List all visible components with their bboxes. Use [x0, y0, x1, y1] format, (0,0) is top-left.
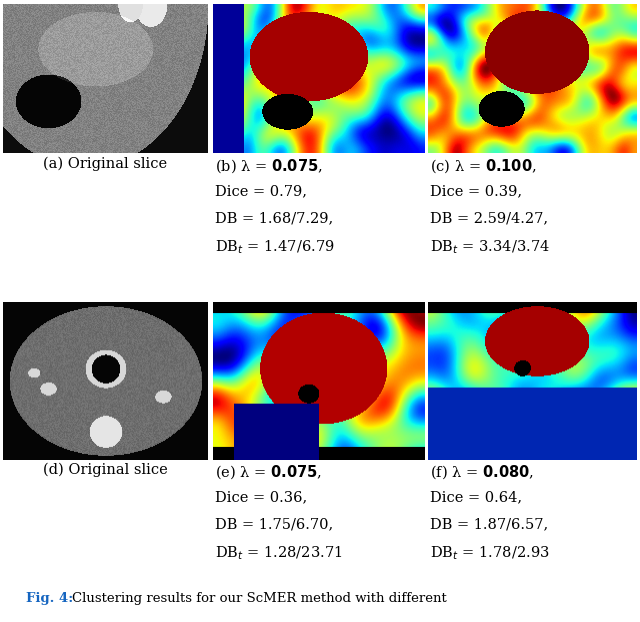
Text: Dice = 0.39,: Dice = 0.39,	[430, 184, 522, 198]
Text: DB = 2.59/4.27,: DB = 2.59/4.27,	[430, 211, 548, 225]
Text: Dice = 0.36,: Dice = 0.36,	[215, 490, 307, 504]
Text: (a) Original slice: (a) Original slice	[44, 157, 168, 172]
Text: (b) λ = $\mathbf{0.075}$,: (b) λ = $\mathbf{0.075}$,	[215, 157, 323, 175]
Text: Dice = 0.64,: Dice = 0.64,	[430, 490, 522, 504]
Text: DB$_t$ = 1.28/23.71: DB$_t$ = 1.28/23.71	[215, 544, 342, 562]
Text: (d) Original slice: (d) Original slice	[43, 463, 168, 478]
Text: DB = 1.87/6.57,: DB = 1.87/6.57,	[430, 517, 548, 531]
Text: DB = 1.68/7.29,: DB = 1.68/7.29,	[215, 211, 333, 225]
Text: DB = 1.75/6.70,: DB = 1.75/6.70,	[215, 517, 333, 531]
Text: DB$_t$ = 1.47/6.79: DB$_t$ = 1.47/6.79	[215, 238, 335, 256]
Text: (f) λ = $\mathbf{0.080}$,: (f) λ = $\mathbf{0.080}$,	[430, 463, 534, 481]
Text: DB$_t$ = 3.34/3.74: DB$_t$ = 3.34/3.74	[430, 238, 550, 256]
Text: (c) λ = $\mathbf{0.100}$,: (c) λ = $\mathbf{0.100}$,	[430, 157, 536, 175]
Text: (e) λ = $\mathbf{0.075}$,: (e) λ = $\mathbf{0.075}$,	[215, 463, 322, 481]
Text: Dice = 0.79,: Dice = 0.79,	[215, 184, 307, 198]
Text: Fig. 4:: Fig. 4:	[26, 592, 73, 605]
Text: DB$_t$ = 1.78/2.93: DB$_t$ = 1.78/2.93	[430, 544, 550, 562]
Text: Clustering results for our ScMER method with different: Clustering results for our ScMER method …	[72, 592, 447, 605]
